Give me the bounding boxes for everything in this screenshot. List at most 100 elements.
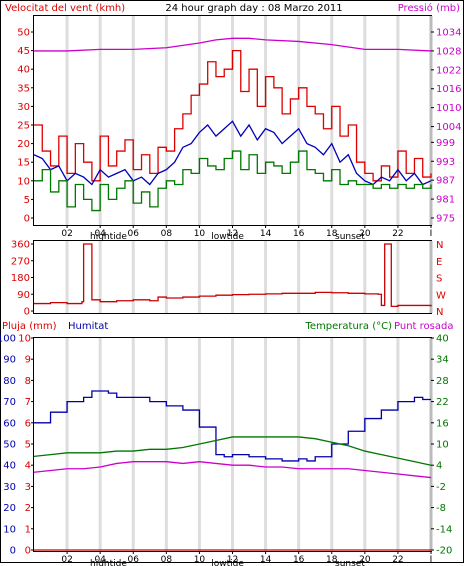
x-tick-label: 04	[94, 229, 106, 239]
humidity-tick-label: 90	[3, 355, 16, 366]
y-tick-label: 1	[25, 524, 31, 535]
humidity-tick-label: 70	[3, 397, 16, 408]
humidity-tick-label: 0	[10, 546, 16, 557]
temperature-line	[33, 436, 432, 466]
y-tick-label: 2	[25, 503, 31, 514]
wind-hour-ticks: 02 04 06 08 10 12 14 16 18 20 22 I	[61, 225, 432, 239]
pressure-axis-title: Pressió (mb)	[398, 2, 460, 14]
x-tick-label: 14	[260, 555, 272, 565]
direction-series	[34, 243, 432, 307]
humidity-line	[34, 390, 431, 462]
direction-line	[34, 243, 432, 307]
chart-title: 24 hour graph day : 08 Marzo 2011	[165, 3, 342, 14]
y-tick-label: 8	[25, 376, 31, 387]
wind-line	[34, 49, 432, 182]
pressure-line	[34, 37, 432, 52]
wind_avg-line	[33, 120, 432, 186]
temperature-axis-ticks: -20 -14 -8 -2 4 10 16 22 28 34 40	[431, 334, 452, 557]
tide-label: sunset	[335, 559, 365, 566]
y-tick-label: -14	[436, 524, 452, 535]
wind-axis-title: Velocitat del vent (kmh)	[5, 3, 125, 14]
x-tick-label: 18	[326, 229, 338, 239]
y-tick-label: 180	[11, 273, 30, 284]
tide-label: hightide	[90, 559, 127, 566]
dewpoint-line	[33, 461, 432, 479]
wind-axis-ticks: 0 5 10 15 20 25 30 35 40 45 50	[17, 28, 34, 225]
y-tick-label: 981	[436, 195, 455, 206]
y-tick-label: 1034	[436, 28, 461, 39]
x-tick-label: 12	[227, 555, 238, 565]
y-tick-label: 22	[436, 397, 449, 408]
x-tick-label: I	[430, 555, 433, 565]
y-tick-label: 975	[436, 214, 455, 225]
y-tick-label: 999	[436, 138, 455, 149]
direction-axis-ticks: 0 90 180 270 360	[11, 240, 34, 318]
humidity-tick-label: 80	[3, 376, 16, 387]
y-tick-label: 34	[436, 355, 449, 366]
y-tick-label: 3	[25, 482, 31, 493]
compass-label: S	[436, 274, 442, 285]
humidity-tick-label: 20	[3, 503, 16, 514]
y-tick-label: 9	[25, 355, 31, 366]
rain-axis-title: Pluja (mm)	[2, 321, 57, 332]
tide-label: lowtide	[211, 559, 244, 566]
x-tick-label: 22	[392, 555, 403, 565]
y-tick-label: -2	[436, 482, 446, 493]
x-tick-label: 08	[161, 555, 173, 565]
x-tick-label: 20	[359, 555, 371, 565]
y-tick-label: 987	[436, 176, 455, 187]
y-tick-label: 4	[436, 461, 442, 472]
humidity-axis-title: Humitat	[68, 321, 108, 332]
y-tick-label: 10	[436, 440, 449, 451]
tide-annotations: hightide lowtide sunset	[90, 232, 365, 242]
x-tick-label: 18	[326, 555, 338, 565]
y-tick-label: 5	[24, 195, 30, 206]
x-tick-label: 02	[61, 229, 72, 239]
y-tick-label: -20	[436, 546, 452, 557]
y-tick-label: 6	[25, 418, 31, 429]
humidity-tick-label: 50	[3, 440, 16, 451]
humidity-tick-label: 30	[3, 482, 16, 493]
y-tick-label: 10	[18, 334, 31, 345]
y-tick-label: 270	[11, 256, 30, 267]
y-tick-label: 50	[17, 28, 30, 39]
compass-label: N	[436, 240, 443, 251]
pressure-axis-ticks: 975 981 987 993 999 1004 1010 1016 1022 1028 1034	[431, 28, 461, 225]
wind_min-line	[34, 150, 432, 212]
x-tick-label: 10	[194, 229, 206, 239]
y-tick-label: 28	[436, 376, 449, 387]
compass-label: W	[436, 290, 446, 301]
x-tick-label: 14	[260, 229, 272, 239]
humidity-hour-ticks: 02 04 06 08 10 12 14 16 18 20 22 I	[61, 551, 432, 565]
compass-label: E	[436, 257, 442, 268]
y-tick-label: 1022	[436, 65, 461, 76]
y-tick-label: -8	[436, 503, 446, 514]
y-tick-label: 20	[17, 139, 30, 150]
humidity-tick-label: 100	[0, 334, 16, 345]
x-tick-label: 16	[293, 229, 305, 239]
x-tick-label: 06	[128, 555, 140, 565]
y-tick-label: 35	[17, 83, 30, 94]
tide-annotations-bottom: hightide lowtide sunset	[90, 559, 365, 566]
humidity-tick-label: 10	[3, 524, 16, 535]
y-tick-label: 4	[25, 461, 31, 472]
dewpoint-axis-title: Punt rosada	[394, 321, 453, 332]
compass-label: N	[436, 307, 443, 318]
y-tick-label: 7	[25, 397, 31, 408]
humidity-series	[33, 390, 432, 551]
y-tick-label: 40	[436, 334, 449, 345]
x-tick-label: 02	[61, 555, 72, 565]
y-tick-label: 45	[17, 46, 30, 57]
x-tick-label: I	[430, 229, 433, 239]
x-tick-label: 10	[194, 555, 206, 565]
y-tick-label: 0	[24, 307, 30, 318]
wind-series	[33, 37, 432, 212]
x-tick-label: 04	[94, 555, 106, 565]
y-tick-label: 1028	[436, 46, 461, 57]
humidity-tick-label: 60	[3, 418, 16, 429]
